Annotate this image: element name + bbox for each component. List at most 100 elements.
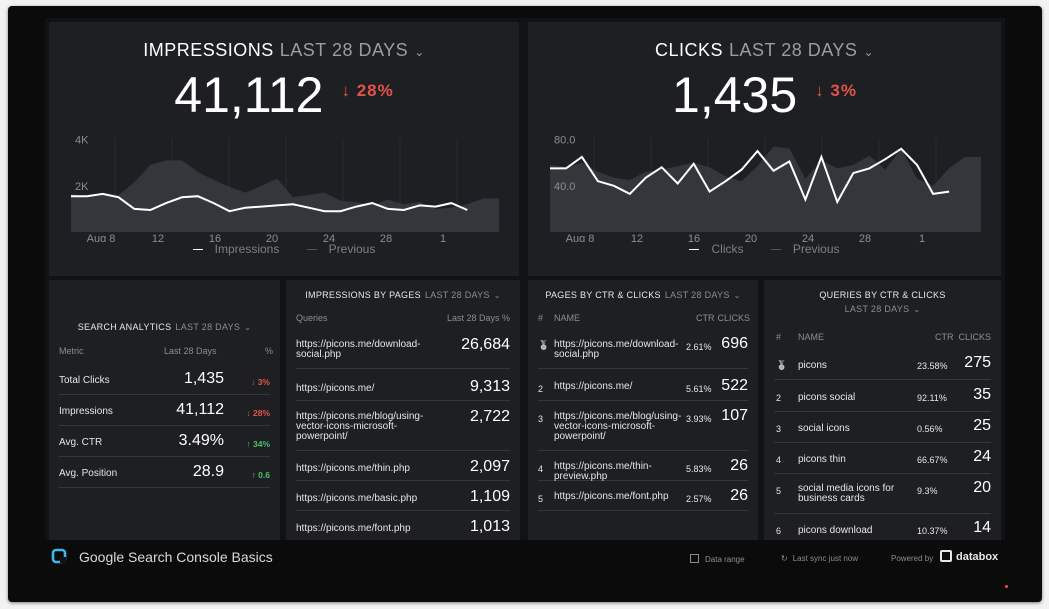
col-header-queries: Queries [296,313,328,323]
impressions-title: IMPRESSIONS LAST 28 DAYS ⌄ [49,40,519,61]
databox-brand-label: databox [956,551,999,563]
clicks-period-selector[interactable]: LAST 28 DAYS [729,40,858,60]
metric-value: 41,112 [176,401,224,418]
table-row: 3 https://picons.me/blog/using-vector-ico… [538,402,748,451]
impressions-period-selector[interactable]: LAST 28 DAYS [279,40,409,60]
table-row: Avg. CTR 3.49% ↑ 34% [59,426,270,457]
col-header-ctr: CTR [935,332,954,342]
page-url[interactable]: https://picons.me/font.php [554,491,669,502]
impressions-chart: 4K 2K Aug 8 12 16 20 24 28 1 [71,134,499,242]
clicks-value: 26 [730,457,748,474]
col-header-name: NAME [798,332,825,342]
ctr-value: 23.58% [917,361,948,371]
metric-name: Impressions [59,406,113,417]
metric-change: ↑ 0.6 [251,470,270,480]
data-range-button[interactable]: Data range [690,554,745,564]
col-header-last-28-days-percent: Last 28 Days % [446,313,510,323]
medal-icon: 🏅 [776,360,788,370]
impressions-previous-area [71,160,499,232]
page-url[interactable]: https://picons.me/ [296,383,375,394]
pages-by-ctr-panel: PAGES BY CTR & CLICKS LAST 28 DAYS ⌄ # NAM… [528,280,758,540]
page-url[interactable]: https://picons.me/blog/using-vector-icon… [296,411,424,442]
pages-by-ctr-title: PAGES BY CTR & CLICKS LAST 28 DAYS ⌄ [528,290,758,300]
table-row: https://picons.me/basic.php 1,109 [296,482,510,511]
clicks-legend: Clicks Previous [528,242,1001,256]
query-name[interactable]: picons download [798,525,873,536]
col-header-percent: % [265,346,274,356]
chevron-down-icon[interactable]: ⌄ [244,323,252,332]
chevron-down-icon[interactable]: ⌄ [733,291,741,300]
clicks-value: 35 [973,386,991,403]
legend-previous: Previous [765,242,846,256]
clicks-value: 696 [721,335,748,352]
page-url[interactable]: https://picons.me/download-social.php [296,339,421,360]
rank-number: 6 [776,526,782,536]
metric-name: Avg. CTR [59,437,103,448]
clicks-value: 1,435 [672,67,798,123]
page-url[interactable]: https://picons.me/download-social.php [554,339,679,360]
y-tick-label: 4K [75,134,89,146]
col-header-last-28-days: Last 28 Days [164,346,217,356]
table-row: https://picons.me/thin.php 2,097 [296,452,510,481]
query-name[interactable]: social icons [798,423,850,434]
table-row: Avg. Position 28.9 ↑ 0.6 [59,457,270,488]
table-row: https://picons.me/font.php 1,013 [296,512,510,540]
ctr-value: 9.3% [917,486,938,496]
page-url[interactable]: https://picons.me/ [554,381,633,392]
impressions-change: ↓ 28% [341,80,394,100]
rank-number: 4 [776,455,782,465]
legend-impressions-label: Impressions [214,242,280,256]
databox-brand-link[interactable]: databox [940,550,998,563]
metric-change: ↑ 34% [246,439,270,449]
x-tick-label: 24 [323,233,335,242]
page-url[interactable]: https://picons.me/blog/using-vector-icon… [554,411,682,442]
clicks-value: 14 [973,519,991,536]
clicks-value: 26 [730,487,748,504]
chevron-down-icon[interactable]: ⌄ [414,45,425,59]
page-impressions: 1,109 [469,488,510,505]
x-tick-label: 1 [919,233,925,242]
impressions-value-row: 41,112 ↓ 28% [49,66,519,124]
rank-number: 2 [776,393,782,403]
clicks-value: 522 [721,377,748,394]
search-analytics-title: SEARCH ANALYTICS LAST 28 DAYS ⌄ [49,322,280,332]
page-impressions: 26,684 [461,336,510,353]
page-url[interactable]: https://picons.me/thin.php [296,463,410,474]
search-analytics-period-selector[interactable]: LAST 28 DAYS [175,322,241,332]
chevron-down-icon[interactable]: ⌄ [863,45,874,59]
query-name[interactable]: social media icons for business cards [798,483,895,504]
query-name[interactable]: picons social [798,392,856,403]
search-analytics-title-label: SEARCH ANALYTICS [77,322,172,332]
clicks-value-row: 1,435 ↓ 3% [528,66,1001,124]
x-tick-label: 16 [209,233,221,242]
databox-brand-icon [940,550,952,562]
metric-value: 28.9 [192,463,224,480]
clicks-value: 24 [973,448,991,465]
table-row: 4 https://picons.me/thin-preview.php 5.83%… [538,452,748,482]
table-row: https://picons.me/download-social.php 26,… [296,330,510,369]
clicks-previous-area [550,146,981,232]
queries-by-ctr-period-selector[interactable]: LAST 28 DAYS [844,304,910,314]
query-name[interactable]: picons thin [798,454,846,465]
page-url[interactable]: https://picons.me/basic.php [296,493,418,504]
legend-previous-label: Previous [792,242,840,256]
chevron-down-icon[interactable]: ⌄ [913,305,921,314]
pages-by-ctr-period-selector[interactable]: LAST 28 DAYS [664,290,730,300]
query-name[interactable]: picons [798,360,827,371]
page-impressions: 2,722 [469,408,510,425]
metric-change: ↓ 3% [251,377,270,387]
table-row: Total Clicks 1,435 ↓ 3% [59,364,270,395]
chevron-down-icon[interactable]: ⌄ [493,291,501,300]
ctr-value: 2.61% [686,342,712,352]
legend-impressions: Impressions [187,242,286,256]
rank-number: 5 [776,486,782,496]
table-row: https://picons.me/blog/using-vector-icon… [296,402,510,451]
page-url[interactable]: https://picons.me/font.php [296,523,411,534]
impressions-by-pages-period-selector[interactable]: LAST 28 DAYS [424,290,490,300]
powered-by: Powered by [891,554,933,563]
x-tick-label: 28 [380,233,392,242]
x-tick-label: 12 [631,233,643,242]
dashboard-footer: Google Search Console Basics Data range … [45,540,1005,580]
page-url[interactable]: https://picons.me/thin-preview.php [554,461,652,482]
col-header-rank: # [538,313,544,323]
